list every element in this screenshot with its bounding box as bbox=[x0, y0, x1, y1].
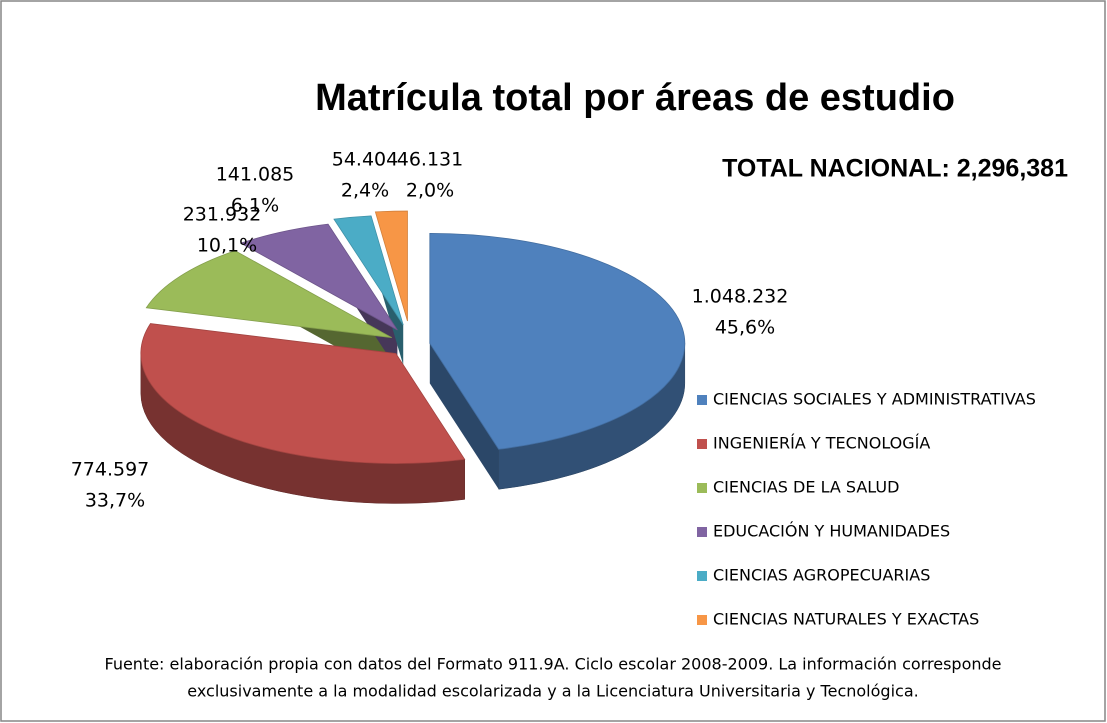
pie-slice bbox=[333, 215, 404, 326]
legend-swatch bbox=[697, 439, 707, 449]
legend-label: CIENCIAS AGROPECUARIAS bbox=[713, 566, 930, 585]
legend-label: CIENCIAS NATURALES Y EXACTAS bbox=[713, 610, 979, 629]
source-note: exclusivamente a la modalidad escolariza… bbox=[187, 682, 918, 701]
data-label: 54.404 bbox=[332, 149, 398, 171]
data-label: 10,1% bbox=[197, 235, 257, 257]
data-label: 231.932 bbox=[183, 204, 262, 226]
chart-title: Matrícula total por áreas de estudio bbox=[315, 77, 955, 119]
legend-swatch bbox=[697, 483, 707, 493]
legend-swatch bbox=[697, 527, 707, 537]
source-note: Fuente: elaboración propia con datos del… bbox=[104, 655, 1001, 674]
pie-slice bbox=[429, 232, 686, 450]
legend-label: EDUCACIÓN Y HUMANIDADES bbox=[713, 522, 950, 541]
data-label: 33,7% bbox=[85, 490, 145, 512]
legend-swatch bbox=[697, 615, 707, 625]
data-label: 2,4% bbox=[341, 180, 389, 202]
pie-slice bbox=[374, 210, 408, 322]
legend-label: INGENIERÍA Y TECNOLOGÍA bbox=[713, 434, 930, 453]
data-label: 45,6% bbox=[715, 317, 775, 339]
pie-slice bbox=[140, 323, 466, 464]
chart-subtitle: TOTAL NACIONAL: 2,296,381 bbox=[722, 155, 1068, 183]
pie-slice bbox=[145, 250, 392, 339]
data-label: 2,0% bbox=[406, 180, 454, 202]
data-label: 1.048.232 bbox=[692, 286, 789, 308]
data-label: 46.131 bbox=[397, 149, 463, 171]
pie-slice bbox=[239, 223, 398, 331]
data-label: 141.085 bbox=[216, 164, 295, 186]
data-label: 6,1% bbox=[231, 195, 279, 217]
legend-swatch bbox=[697, 571, 707, 581]
legend-swatch bbox=[697, 395, 707, 405]
legend-label: CIENCIAS DE LA SALUD bbox=[713, 478, 899, 497]
data-label: 774.597 bbox=[71, 459, 150, 481]
legend-label: CIENCIAS SOCIALES Y ADMINISTRATIVAS bbox=[713, 390, 1036, 409]
pie-slice-side bbox=[429, 343, 499, 490]
